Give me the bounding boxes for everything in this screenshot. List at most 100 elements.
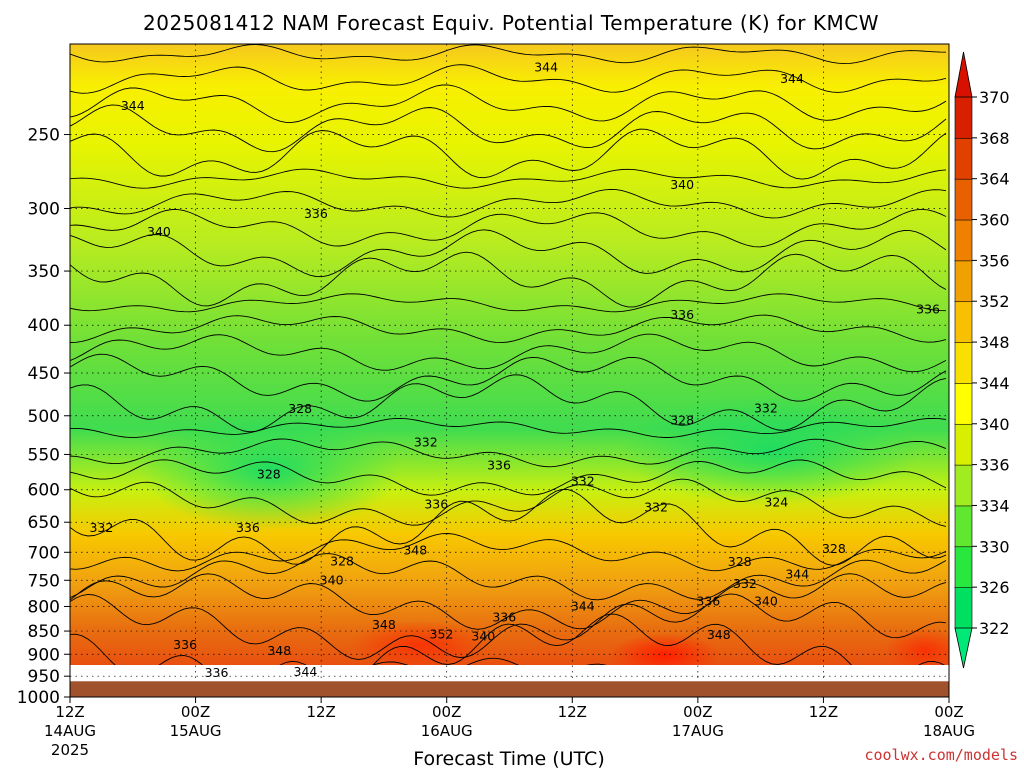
colorbar-label: 344 bbox=[979, 374, 1010, 393]
contour-label-text: 348 bbox=[267, 643, 291, 658]
contour-label-text: 332 bbox=[644, 500, 668, 515]
contour-label-336: 336 bbox=[304, 206, 328, 221]
contour-label-text: 332 bbox=[733, 576, 757, 591]
contour-label-348: 348 bbox=[707, 627, 731, 642]
contour-lines bbox=[70, 44, 947, 665]
y-tick-label-750: 750 bbox=[28, 571, 60, 591]
colorbar-segment bbox=[954, 464, 973, 507]
colorbar-segment bbox=[954, 505, 973, 548]
x-tick-label: 00Z bbox=[683, 703, 712, 721]
contour-label-328: 328 bbox=[330, 553, 354, 568]
x-tick-label: 00Z bbox=[934, 703, 963, 721]
x-tick-year: 2025 bbox=[51, 741, 89, 759]
x-tick-date: 15AUG bbox=[170, 722, 222, 740]
contour-line bbox=[372, 657, 607, 665]
contour-label-text: 328 bbox=[728, 554, 752, 569]
contour-label-text: 328 bbox=[330, 553, 354, 568]
contour-label-332: 332 bbox=[644, 500, 668, 515]
colorbar-segment bbox=[954, 423, 973, 466]
contour-line bbox=[70, 553, 947, 601]
colorbar-label: 340 bbox=[979, 415, 1010, 434]
contour-label-328: 328 bbox=[257, 467, 281, 482]
colorbar-label: 360 bbox=[979, 211, 1010, 230]
contour-label-text: 344 bbox=[121, 98, 145, 113]
contour-label-336: 336 bbox=[492, 609, 516, 624]
plot-frame bbox=[69, 43, 950, 698]
y-tick-label-950: 950 bbox=[28, 667, 60, 687]
contour-label-344: 344 bbox=[294, 664, 318, 679]
contour-label-text: 348 bbox=[707, 627, 731, 642]
x-tick-date: 17AUG bbox=[672, 722, 724, 740]
contour-label-text: 332 bbox=[414, 434, 438, 449]
contour-label-text: 352 bbox=[430, 626, 454, 641]
contour-label-328: 328 bbox=[822, 541, 846, 556]
contour-label-text: 332 bbox=[754, 400, 778, 415]
contour-line bbox=[70, 417, 947, 438]
colorbar: 322 326 330 334 336 340 344 348 352 356 360 364 368 3… bbox=[954, 51, 1010, 669]
colorbar-segment bbox=[954, 300, 973, 343]
contour-label-324: 324 bbox=[764, 494, 788, 509]
contour-label-332: 332 bbox=[733, 576, 757, 591]
y-tick-label-550: 550 bbox=[28, 445, 60, 465]
contour-line bbox=[70, 293, 947, 313]
contour-label-text: 344 bbox=[534, 60, 558, 75]
contour-label-332: 332 bbox=[414, 434, 438, 449]
y-tick-label-450: 450 bbox=[28, 364, 60, 384]
colorbar-label: 368 bbox=[979, 129, 1010, 148]
contour-label-text: 324 bbox=[764, 494, 788, 509]
contour-label-text: 344 bbox=[294, 664, 318, 679]
contour-line bbox=[70, 489, 947, 566]
contour-line bbox=[70, 478, 947, 527]
contour-label-text: 344 bbox=[780, 71, 804, 86]
colorbar-segment bbox=[954, 137, 973, 180]
contour-label-text: 348 bbox=[403, 543, 427, 558]
contour-labels: 344 344 344 340 340 336 336 336 328 328 328 332 332 3… bbox=[89, 60, 940, 680]
contour-label-328: 328 bbox=[288, 401, 312, 416]
contour-label-332: 332 bbox=[754, 400, 778, 415]
watermark: coolwx.com/models bbox=[864, 746, 1018, 764]
contour-label-336: 336 bbox=[173, 637, 197, 652]
contour-label-336: 336 bbox=[205, 665, 229, 680]
x-tick-date: 14AUG bbox=[44, 722, 96, 740]
contour-label-336: 336 bbox=[424, 496, 448, 511]
contour-label-text: 336 bbox=[424, 496, 448, 511]
contour-label-332: 332 bbox=[571, 474, 595, 489]
chart-title: 2025081412 NAM Forecast Equiv. Potential… bbox=[143, 11, 879, 35]
colorbar-label: 348 bbox=[979, 333, 1010, 352]
contour-label-text: 336 bbox=[487, 457, 511, 472]
y-tick-label-650: 650 bbox=[28, 513, 60, 533]
y-tick-label-800: 800 bbox=[28, 597, 60, 617]
contour-line bbox=[70, 251, 947, 308]
contour-line bbox=[70, 128, 947, 180]
contour-line bbox=[70, 613, 946, 665]
contour-line bbox=[70, 188, 947, 219]
contour-line bbox=[70, 333, 947, 373]
contour-line bbox=[70, 314, 947, 344]
contour-label-text: 344 bbox=[785, 566, 809, 581]
colorbar-segment bbox=[954, 341, 973, 384]
y-tick-label-400: 400 bbox=[28, 316, 60, 336]
contour-label-340: 340 bbox=[320, 572, 344, 587]
contour-label-text: 328 bbox=[822, 541, 846, 556]
colorbar-label: 330 bbox=[979, 537, 1010, 556]
colorbar-label: 322 bbox=[979, 619, 1010, 638]
colorbar-label: 334 bbox=[979, 496, 1010, 515]
contour-label-328: 328 bbox=[670, 413, 694, 428]
contour-label-text: 340 bbox=[471, 629, 495, 644]
contour-label-text: 336 bbox=[304, 206, 328, 221]
contour-line bbox=[70, 229, 947, 278]
contour-label-text: 340 bbox=[670, 177, 694, 192]
x-tick-label: 12Z bbox=[306, 703, 335, 721]
colorbar-segment bbox=[954, 586, 973, 629]
contour-label-text: 328 bbox=[288, 401, 312, 416]
colorbar-segment bbox=[954, 382, 973, 425]
contour-label-344: 344 bbox=[534, 60, 558, 75]
contour-label-text: 336 bbox=[492, 609, 516, 624]
contour-label-336: 336 bbox=[916, 302, 940, 317]
y-tick-label-700: 700 bbox=[28, 543, 60, 563]
y-tick-label-500: 500 bbox=[28, 407, 60, 427]
x-tick-label: 12Z bbox=[809, 703, 838, 721]
contour-label-336: 336 bbox=[236, 520, 260, 535]
